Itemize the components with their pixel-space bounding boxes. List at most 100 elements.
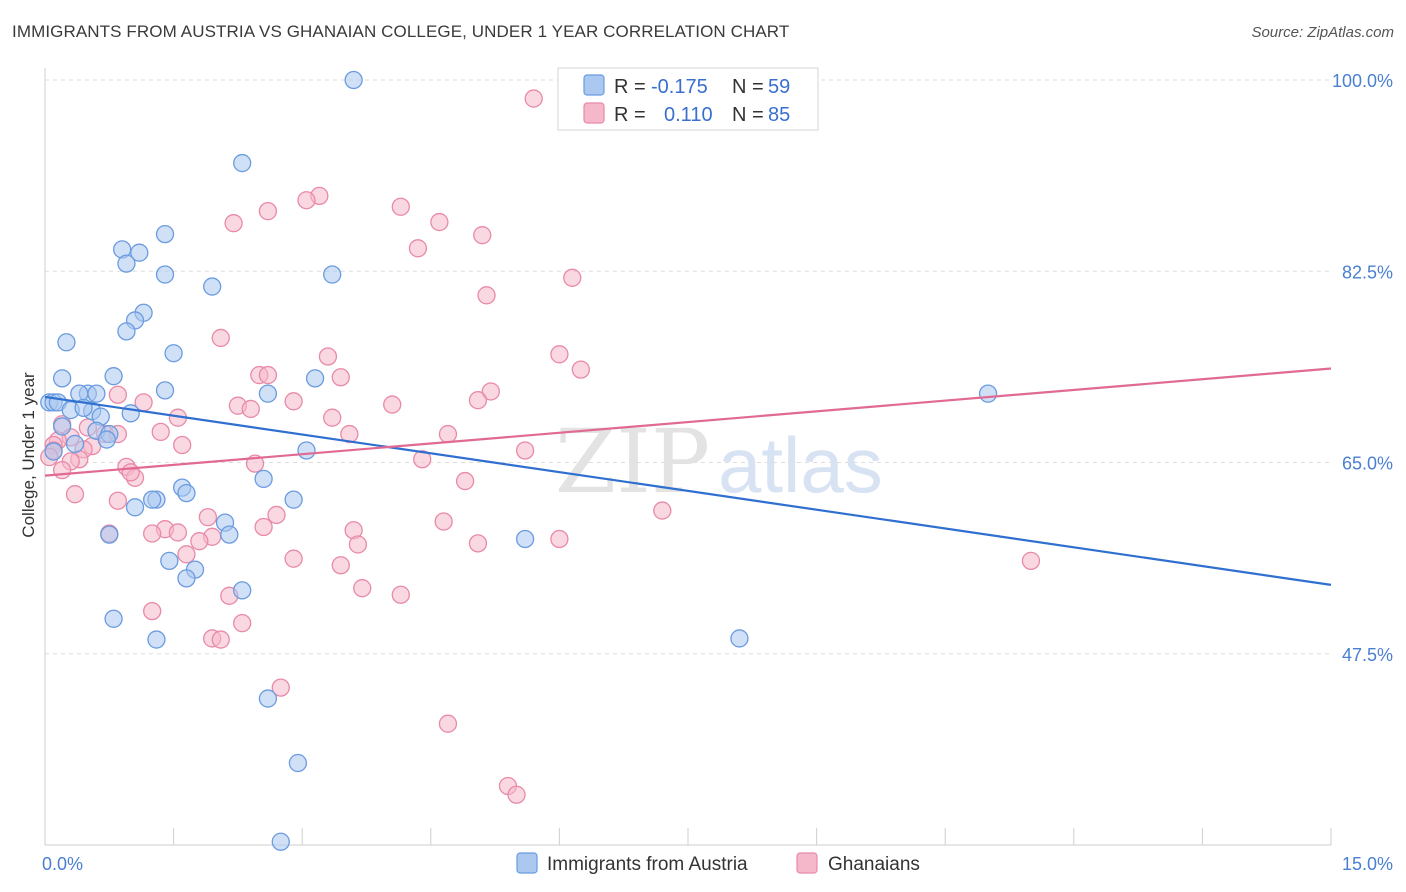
austria-point-2: [155, 224, 175, 244]
x-tick-label-max: 15.0%: [1342, 854, 1393, 874]
austria-point-28: [52, 417, 72, 436]
ghanaians-point-24: [241, 399, 260, 419]
ghanaians-trend-line: [44, 367, 1332, 477]
ghanaians-point-73: [353, 579, 372, 598]
ghanaians-point-65: [550, 529, 569, 549]
y-tick-label-3: 100.0%: [1332, 71, 1393, 91]
austria-point-50: [147, 630, 166, 649]
legend: R = -0.175 N = 59 R = 0.110 N = 85: [557, 67, 819, 131]
ghanaians-point-17: [331, 368, 350, 387]
ghanaians-point-0: [524, 89, 543, 108]
ghanaians-point-22: [383, 395, 402, 414]
ghanaians-point-48: [52, 460, 72, 480]
ghanaians-point-3: [391, 197, 410, 216]
ghanaians-point-52: [65, 485, 85, 504]
ghanaians-point-8: [408, 239, 428, 258]
austria-point-54: [288, 753, 308, 773]
austria-point-11: [117, 322, 136, 341]
ghanaians-point-81: [438, 714, 458, 733]
y-tick-label-0: 47.5%: [1342, 645, 1393, 665]
austria-point-33: [44, 442, 63, 461]
y-tick-label-2: 82.5%: [1342, 262, 1393, 282]
ghanaians-point-68: [348, 535, 368, 554]
bottom-legend-label-ghanaians: Ghanaians: [828, 854, 920, 875]
ghanaians-point-20: [284, 392, 303, 411]
bottom-legend-swatch-austria: [516, 852, 538, 874]
austria-point-40: [125, 498, 145, 517]
austria-point-49: [104, 609, 123, 628]
ghanaians-point-16: [571, 360, 590, 379]
austria-point-7: [323, 265, 342, 284]
y-tick-label-1: 65.0%: [1342, 454, 1393, 474]
austria-point-27: [121, 404, 140, 423]
ghanaians-point-55: [267, 505, 286, 525]
ghanaians-point-13: [318, 347, 338, 366]
ghanaians-point-9: [563, 268, 582, 287]
austria-point-35: [254, 469, 273, 489]
austria-point-44: [515, 529, 535, 549]
bottom-legend: Immigrants from Austria Ghanaians: [516, 852, 920, 875]
ghanaians-point-56: [198, 507, 218, 527]
ghanaians-point-76: [143, 601, 162, 621]
ghanaians-point-4: [258, 201, 278, 221]
ghanaians-point-61: [143, 524, 162, 543]
trend-lines: [44, 367, 1332, 586]
ghanaians-point-11: [211, 328, 230, 348]
watermark-atlas: atlas: [718, 421, 883, 509]
ghanaians-point-62: [168, 523, 188, 542]
austria-point-15: [155, 381, 175, 400]
legend-swatch-austria: [583, 74, 605, 96]
austria-point-8: [203, 277, 222, 296]
legend-r-label-2: R =: [614, 104, 646, 126]
austria-point-47: [177, 569, 196, 588]
legend-n-label-1: N =: [732, 76, 764, 98]
austria-point-1: [233, 153, 252, 173]
austria-point-12: [57, 333, 76, 352]
ghanaians-point-5: [430, 212, 449, 232]
austria-point-16: [305, 369, 325, 388]
austria-point-37: [177, 483, 196, 503]
austria-point-6: [155, 265, 175, 284]
ghanaians-point-15: [258, 365, 278, 385]
ghanaians-point-54: [653, 501, 672, 520]
austria-point-56: [164, 344, 183, 363]
ghanaians-point-30: [151, 422, 170, 442]
austria-point-39: [284, 490, 303, 509]
ghanaians-point-27: [323, 408, 342, 427]
ghanaians-point-19: [108, 385, 128, 404]
legend-r-label-1: R =: [614, 76, 646, 98]
ghanaians-point-51: [455, 471, 475, 491]
austria-point-45: [160, 551, 179, 571]
austria-point-14: [52, 369, 72, 388]
ghanaians-point-77: [233, 614, 252, 633]
ghanaians-point-72: [331, 556, 350, 575]
legend-swatch-ghanaians: [583, 102, 605, 124]
ghanaians-point-53: [108, 491, 128, 510]
austria-point-32: [65, 434, 85, 454]
ghanaians-point-67: [190, 532, 209, 551]
ghanaians-point-34: [438, 424, 458, 444]
austria-point-52: [978, 384, 998, 403]
austria-point-13: [104, 367, 123, 386]
ghanaians-point-79: [211, 630, 230, 649]
y-axis-label: College, Under 1 year: [19, 372, 38, 538]
ghanaians-point-50: [121, 463, 140, 482]
austria-point-48: [233, 581, 252, 600]
watermark: ZIP atlas: [555, 410, 883, 513]
bottom-legend-label-austria: Immigrants from Austria: [547, 854, 748, 875]
ghanaians-point-42: [515, 441, 535, 460]
ghanaians-point-18: [481, 382, 500, 401]
ghanaians-point-58: [254, 517, 273, 537]
watermark-zip: ZIP: [555, 410, 710, 513]
ghanaians-point-10: [477, 286, 496, 305]
austria-point-58: [143, 490, 162, 509]
ghanaians-point-71: [1021, 551, 1041, 571]
bottom-legend-swatch-ghanaians: [796, 852, 818, 874]
austria-point-51: [730, 629, 749, 648]
austria-point-18: [87, 384, 106, 403]
ghanaians-point-57: [434, 512, 453, 531]
chart-title: IMMIGRANTS FROM AUSTRIA VS GHANAIAN COLL…: [12, 22, 790, 41]
ghanaians-point-44: [413, 450, 432, 469]
ghanaians-point-6: [224, 214, 243, 233]
